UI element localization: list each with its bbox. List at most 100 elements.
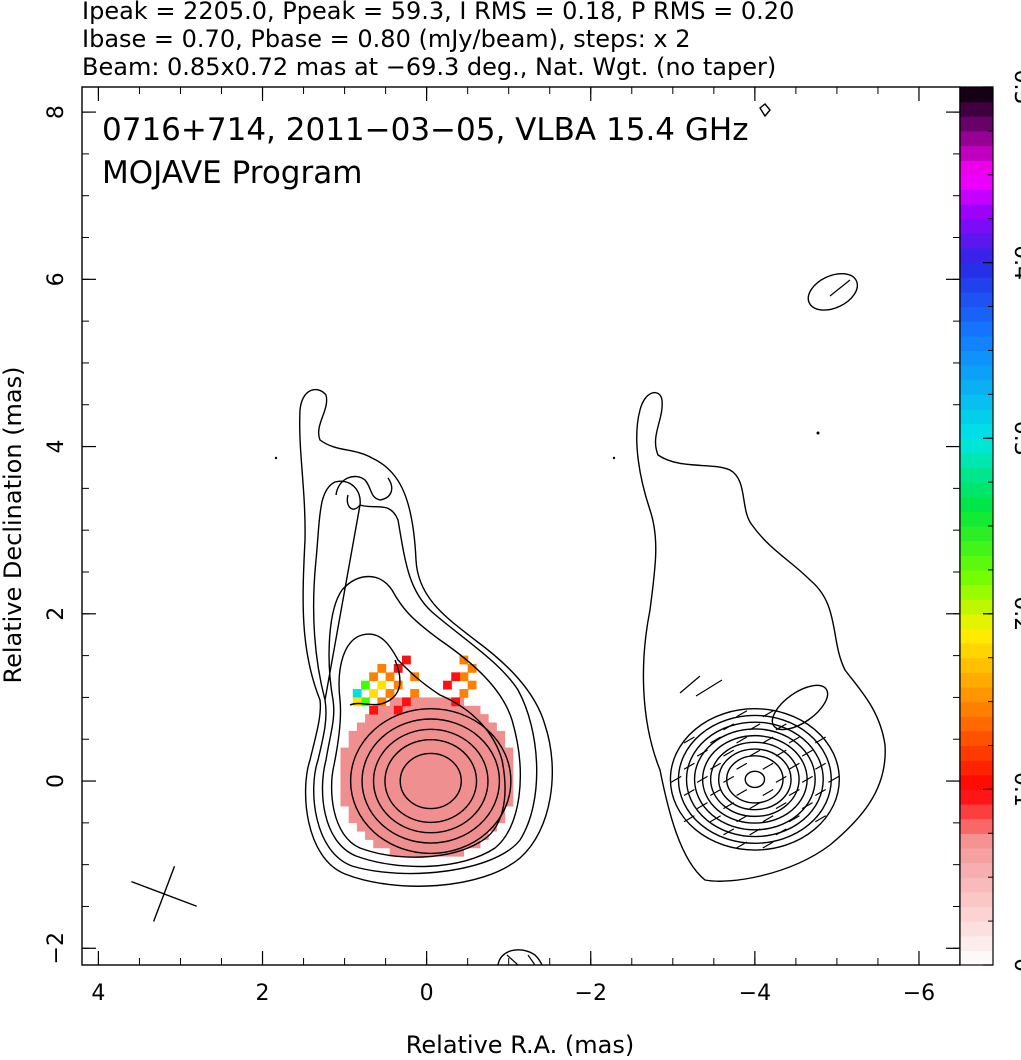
pol-core-pixel bbox=[389, 806, 399, 815]
colorbar-segment bbox=[960, 906, 993, 922]
core-contour bbox=[384, 738, 478, 824]
header-line-2: Ibase = 0.70, Pbase = 0.80 (mJy/beam), s… bbox=[82, 25, 691, 53]
evpa-tick bbox=[788, 815, 800, 823]
pol-core-pixel bbox=[414, 764, 424, 774]
pol-core-pixel bbox=[471, 814, 481, 824]
pol-core-pixel bbox=[373, 822, 383, 832]
pol-core-pixel bbox=[348, 739, 358, 748]
pol-core-pixel bbox=[422, 739, 432, 748]
pol-core-pixel bbox=[389, 781, 399, 790]
pol-pixel bbox=[369, 705, 379, 715]
pol-pixel bbox=[377, 663, 387, 673]
pol-core-pixel bbox=[348, 789, 358, 799]
pol-core-pixel bbox=[488, 739, 497, 748]
colorbar-segment bbox=[960, 540, 993, 556]
pol-core-pixel bbox=[365, 722, 374, 732]
pol-core-pixel bbox=[488, 789, 497, 799]
pol-core-pixel bbox=[422, 797, 432, 807]
pol-core-pixel bbox=[488, 722, 497, 732]
colorbar-segment bbox=[960, 511, 993, 527]
pol-core-pixel bbox=[406, 839, 415, 849]
pol-core-pixel bbox=[381, 831, 391, 840]
pol-core-pixel bbox=[397, 789, 407, 799]
colorbar-segment bbox=[960, 262, 993, 278]
pol-pixel bbox=[393, 680, 403, 690]
pol-core-pixel bbox=[455, 797, 465, 807]
pol-core-pixel bbox=[422, 705, 432, 715]
pol-core-pixel bbox=[430, 781, 440, 790]
pol-core-pixel bbox=[414, 806, 424, 815]
pol-core-pixel bbox=[340, 755, 350, 765]
pol-core-pixel bbox=[479, 764, 489, 774]
pol-pixel bbox=[385, 672, 395, 682]
pol-core-pixel bbox=[471, 722, 481, 732]
evpa-tick bbox=[762, 841, 774, 849]
pol-core-pixel bbox=[447, 789, 456, 799]
pol-core-pixel bbox=[488, 806, 497, 815]
pol-core-pixel bbox=[479, 822, 489, 832]
pol-core-pixel bbox=[422, 814, 432, 824]
y-tick-label: −2 bbox=[44, 932, 69, 964]
pol-core-pixel bbox=[414, 831, 424, 840]
pol-core-pixel bbox=[438, 755, 448, 765]
pol-core-pixel bbox=[397, 764, 407, 774]
pol-core-pixel bbox=[447, 705, 456, 715]
pol-core-pixel bbox=[504, 747, 514, 757]
colorbar-segment bbox=[960, 160, 993, 176]
pol-core-pixel bbox=[389, 772, 399, 782]
evpa-tick bbox=[723, 802, 735, 810]
pol-core-pixel bbox=[496, 755, 506, 765]
colorbar-segment bbox=[960, 145, 993, 161]
colorbar-segment bbox=[960, 101, 993, 117]
colorbar-segment bbox=[960, 233, 993, 249]
pol-core-pixel bbox=[365, 714, 374, 723]
pol-pixel bbox=[443, 680, 452, 690]
pol-core-pixel bbox=[414, 714, 424, 723]
pol-core-pixel bbox=[496, 772, 506, 782]
evpa-tick bbox=[736, 710, 748, 718]
pol-core-pixel bbox=[389, 764, 399, 774]
pol-core-pixel bbox=[422, 781, 432, 790]
pol-core-pixel bbox=[422, 772, 432, 782]
pol-core-pixel bbox=[422, 755, 432, 765]
pol-core-pixel bbox=[463, 722, 473, 732]
pol-core-pixel bbox=[463, 739, 473, 748]
evpa-tick bbox=[749, 828, 761, 836]
colorbar-segment bbox=[960, 394, 993, 410]
evpa-tick bbox=[762, 815, 774, 823]
pol-core-pixel bbox=[356, 739, 366, 748]
pol-core-pixel bbox=[430, 822, 440, 832]
colorbar-segment bbox=[960, 774, 993, 790]
y-tick-label: 2 bbox=[44, 607, 69, 621]
pol-core-pixel bbox=[438, 747, 448, 757]
right-core-contour bbox=[669, 708, 840, 851]
pol-core-pixel bbox=[430, 806, 440, 815]
pol-core-pixel bbox=[504, 755, 514, 765]
y-tick-label: 0 bbox=[44, 774, 69, 788]
pol-core-pixel bbox=[422, 847, 432, 857]
source-annotation: 0716+714, 2011−03−05, VLBA 15.4 GHz bbox=[102, 112, 748, 148]
colorbar-segment bbox=[960, 745, 993, 761]
evpa-tick bbox=[709, 736, 721, 744]
pol-core-pixel bbox=[463, 814, 473, 824]
evpa-tick bbox=[683, 815, 695, 823]
pol-core-pixel bbox=[463, 705, 473, 715]
pol-core-pixel bbox=[479, 730, 489, 740]
pol-core-pixel bbox=[414, 772, 424, 782]
pol-core-pixel bbox=[447, 822, 456, 832]
pol-core-pixel bbox=[438, 822, 448, 832]
colorbar-segment bbox=[960, 672, 993, 688]
pol-core-pixel bbox=[422, 831, 432, 840]
pol-pixel bbox=[467, 680, 477, 690]
pol-core-pixel bbox=[430, 772, 440, 782]
evpa-tick bbox=[506, 954, 519, 966]
pol-core-pixel bbox=[365, 739, 374, 748]
pol-core-pixel bbox=[471, 747, 481, 757]
pol-core-pixel bbox=[455, 755, 465, 765]
pol-core-pixel bbox=[381, 714, 391, 723]
pol-core-pixel bbox=[447, 839, 456, 849]
pol-pixel bbox=[459, 672, 469, 682]
pol-core-pixel bbox=[471, 705, 481, 715]
pol-pixel bbox=[360, 680, 370, 690]
pol-core-pixel bbox=[438, 739, 448, 748]
